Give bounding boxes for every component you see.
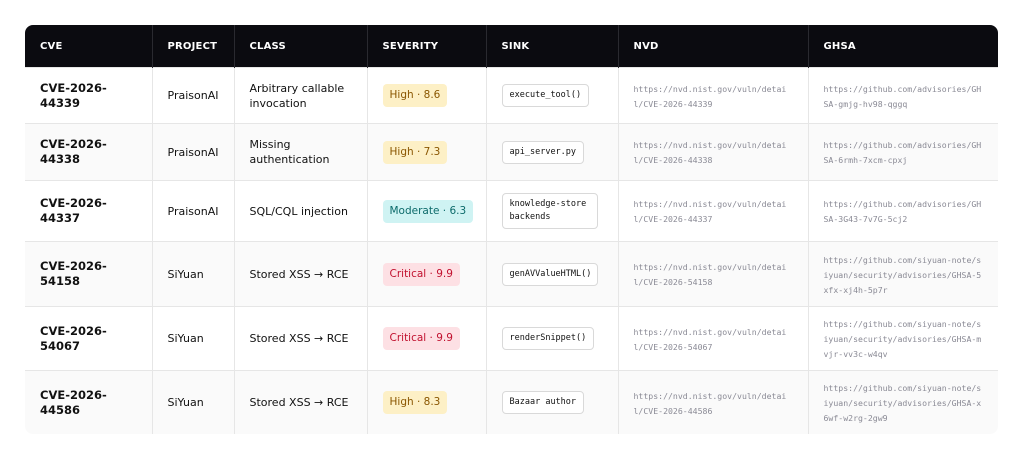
ghsa-link[interactable]: https://github.com/advisories/GHSA-6rmh-… [823, 140, 982, 165]
table-cell: https://nvd.nist.gov/vuln/detail/CVE-202… [618, 67, 809, 124]
table-cell: Stored XSS → RCE [234, 306, 368, 371]
table-cell: https://nvd.nist.gov/vuln/detail/CVE-202… [618, 241, 809, 307]
table-cell: SQL/CQL injection [234, 180, 368, 242]
table-cell: Arbitrary callable invocation [234, 67, 368, 124]
table-cell: Missing authentication [234, 123, 368, 181]
table-body: CVE-2026-44339 PraisonAI Arbitrary callabl… [25, 67, 998, 434]
table-row: CVE-2026-54158 SiYuan Stored XSS → RCE Crit… [25, 241, 998, 307]
severity-badge: High · 8.6 [382, 84, 448, 107]
table-cell: https://github.com/siyuan-note/siyuan/se… [808, 370, 998, 434]
column-header: PROJECT [152, 25, 235, 68]
table-cell: High · 7.3 [367, 123, 487, 181]
severity-badge: High · 8.3 [382, 391, 448, 414]
table-row: CVE-2026-44337 PraisonAI SQL/CQL injection… [25, 180, 998, 242]
table-row: CVE-2026-44338 PraisonAI Missing authentic… [25, 123, 998, 181]
table-cell: Critical · 9.9 [367, 306, 487, 371]
cve-id: CVE-2026-44337 [25, 180, 153, 242]
severity-badge: Critical · 9.9 [382, 262, 460, 286]
table-cell: PraisonAI [152, 67, 235, 124]
table-cell: SiYuan [152, 370, 235, 434]
severity-badge: Critical · 9.9 [382, 327, 460, 350]
nvd-link[interactable]: https://nvd.nist.gov/vuln/detail/CVE-202… [633, 390, 787, 416]
nvd-link[interactable]: https://nvd.nist.gov/vuln/detail/CVE-202… [633, 326, 787, 352]
cve-id: CVE-2026-54067 [25, 306, 153, 371]
column-header: SINK [486, 25, 619, 68]
sink-code: Bazaar author [501, 391, 585, 414]
table-row: CVE-2026-44586 SiYuan Stored XSS → RCE High… [25, 370, 998, 434]
table-cell: SiYuan [152, 306, 235, 371]
ghsa-link[interactable]: https://github.com/siyuan-note/siyuan/se… [823, 254, 982, 295]
table-cell: Stored XSS → RCE [234, 241, 368, 307]
table-row: CVE-2026-54067 SiYuan Stored XSS → RCE Crit… [25, 306, 998, 371]
table-cell: https://github.com/siyuan-note/siyuan/se… [808, 241, 998, 307]
table-cell: SiYuan [152, 241, 235, 307]
column-header: NVD [618, 25, 809, 68]
header-row: CVE PROJECT CLASS SEVERITY SINK NVD GHSA [25, 25, 998, 68]
table-card: CVE PROJECT CLASS SEVERITY SINK NVD GHSA CVE-2… [25, 25, 998, 434]
table-cell: https://github.com/siyuan-note/siyuan/se… [808, 306, 998, 371]
table-cell: Stored XSS → RCE [234, 370, 368, 434]
ghsa-link[interactable]: https://github.com/advisories/GHSA-gmjg-… [823, 83, 982, 109]
cve-id: CVE-2026-44586 [25, 370, 153, 434]
severity-badge: Moderate · 6.3 [382, 199, 474, 223]
ghsa-link[interactable]: https://github.com/siyuan-note/siyuan/se… [823, 319, 982, 359]
table-cell: https://nvd.nist.gov/vuln/detail/CVE-202… [618, 370, 809, 434]
table-cell: High · 8.3 [367, 370, 487, 434]
column-header: GHSA [808, 25, 998, 68]
ghsa-link[interactable]: https://github.com/siyuan-note/siyuan/se… [823, 383, 982, 423]
column-header: CLASS [234, 25, 368, 68]
cve-id: CVE-2026-44338 [25, 123, 153, 181]
nvd-link[interactable]: https://nvd.nist.gov/vuln/detail/CVE-202… [633, 262, 787, 287]
table-cell: PraisonAI [152, 123, 235, 181]
table-cell: knowledge-store backends [486, 180, 619, 242]
cve-id: CVE-2026-44339 [25, 67, 153, 124]
ghsa-link[interactable]: https://github.com/advisories/GHSA-3G43-… [823, 199, 982, 224]
table-cell: https://github.com/advisories/GHSA-6rmh-… [808, 123, 998, 181]
table-cell: renderSnippet() [486, 306, 619, 371]
cve-table: CVE PROJECT CLASS SEVERITY SINK NVD GHSA CVE-2… [25, 25, 998, 434]
table-cell: genAVValueHTML() [486, 241, 619, 307]
table-row: CVE-2026-44339 PraisonAI Arbitrary callabl… [25, 67, 998, 124]
sink-code: genAVValueHTML() [501, 262, 598, 286]
sink-code: renderSnippet() [501, 327, 595, 350]
table-cell: api_server.py [486, 123, 619, 181]
table-cell: Moderate · 6.3 [367, 180, 487, 242]
nvd-link[interactable]: https://nvd.nist.gov/vuln/detail/CVE-202… [633, 140, 787, 165]
table-cell: https://nvd.nist.gov/vuln/detail/CVE-202… [618, 180, 809, 242]
table-cell: https://github.com/advisories/GHSA-gmjg-… [808, 67, 998, 124]
table-cell: https://nvd.nist.gov/vuln/detail/CVE-202… [618, 306, 809, 371]
nvd-link[interactable]: https://nvd.nist.gov/vuln/detail/CVE-202… [633, 83, 787, 109]
table-cell: execute_tool() [486, 67, 619, 124]
table-cell: https://nvd.nist.gov/vuln/detail/CVE-202… [618, 123, 809, 181]
table-cell: High · 8.6 [367, 67, 487, 124]
nvd-link[interactable]: https://nvd.nist.gov/vuln/detail/CVE-202… [633, 199, 787, 224]
severity-badge: High · 7.3 [382, 140, 448, 164]
table-cell: Critical · 9.9 [367, 241, 487, 307]
table-cell: Bazaar author [486, 370, 619, 434]
table-cell: https://github.com/advisories/GHSA-3G43-… [808, 180, 998, 242]
sink-code: api_server.py [501, 140, 585, 164]
table-cell: PraisonAI [152, 180, 235, 242]
cve-id: CVE-2026-54158 [25, 241, 153, 307]
column-header: CVE [25, 25, 153, 68]
column-header: SEVERITY [367, 25, 487, 68]
sink-code: knowledge-store backends [501, 193, 598, 229]
sink-code: execute_tool() [501, 84, 590, 107]
